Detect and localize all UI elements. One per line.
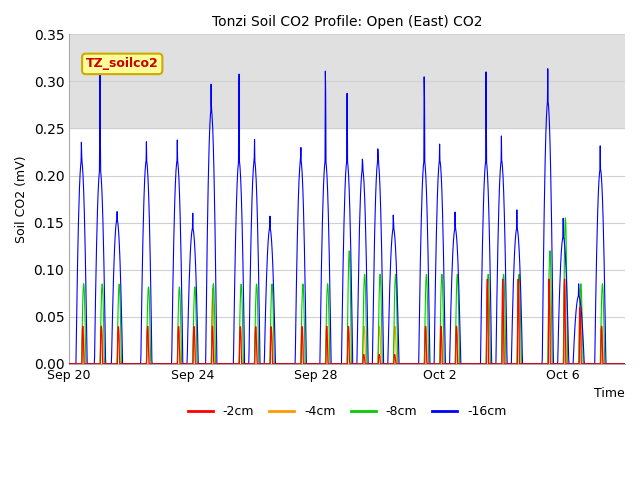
-2cm	[65, 361, 73, 367]
-2cm	[313, 361, 321, 367]
-16cm	[545, 106, 552, 111]
Line: -8cm: -8cm	[69, 218, 625, 364]
-8cm	[98, 282, 106, 288]
-8cm	[361, 273, 369, 279]
-8cm	[621, 361, 629, 367]
-16cm	[423, 197, 431, 203]
-16cm	[304, 361, 312, 367]
Text: TZ_soilco2: TZ_soilco2	[86, 58, 159, 71]
-4cm	[304, 361, 312, 367]
Line: -4cm: -4cm	[69, 279, 625, 364]
-16cm	[362, 214, 369, 219]
-4cm	[515, 276, 522, 282]
-4cm	[621, 361, 629, 367]
Line: -2cm: -2cm	[69, 279, 625, 364]
-16cm	[313, 361, 321, 367]
-2cm	[545, 361, 552, 367]
Line: -16cm: -16cm	[69, 68, 625, 364]
Title: Tonzi Soil CO2 Profile: Open (East) CO2: Tonzi Soil CO2 Profile: Open (East) CO2	[212, 15, 483, 29]
-16cm	[621, 361, 629, 367]
-4cm	[313, 361, 321, 367]
Y-axis label: Soil CO2 (mV): Soil CO2 (mV)	[15, 156, 28, 243]
-8cm	[65, 361, 73, 367]
-4cm	[422, 330, 430, 336]
-8cm	[313, 361, 321, 367]
-2cm	[621, 361, 629, 367]
-8cm	[545, 313, 552, 319]
-16cm	[99, 199, 106, 204]
-8cm	[422, 272, 430, 277]
-2cm	[422, 345, 430, 351]
-8cm	[562, 215, 570, 221]
-16cm	[96, 65, 104, 71]
-2cm	[304, 361, 312, 367]
-2cm	[98, 337, 106, 343]
-4cm	[65, 361, 73, 367]
Legend: -2cm, -4cm, -8cm, -16cm: -2cm, -4cm, -8cm, -16cm	[182, 400, 511, 423]
-4cm	[361, 337, 369, 343]
X-axis label: Time: Time	[595, 387, 625, 400]
Bar	[69, 35, 625, 129]
-4cm	[545, 293, 552, 299]
-16cm	[65, 361, 73, 367]
-2cm	[545, 276, 553, 282]
-4cm	[98, 326, 106, 332]
-8cm	[304, 361, 312, 367]
-2cm	[361, 360, 369, 366]
